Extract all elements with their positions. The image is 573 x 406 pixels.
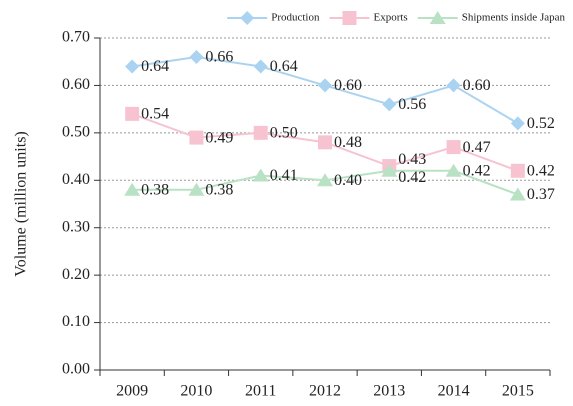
point	[317, 173, 333, 187]
data-label: 0.60	[463, 77, 491, 94]
data-label: 0.42	[463, 162, 491, 179]
point	[252, 168, 269, 182]
data-label: 0.43	[398, 151, 426, 168]
point	[318, 78, 332, 93]
data-label: 0.64	[270, 58, 298, 75]
y-tick-label: 0.20	[62, 266, 90, 283]
data-label: 0.56	[398, 96, 426, 113]
y-tick-label: 0.50	[62, 124, 90, 141]
point	[446, 78, 461, 93]
y-axis-title: Volume (million units)	[13, 131, 30, 276]
data-label: 0.42	[527, 162, 555, 179]
point	[188, 182, 205, 196]
data-label: 0.38	[141, 181, 169, 198]
point	[510, 116, 525, 131]
x-tick-label: 2013	[373, 383, 405, 400]
point	[125, 106, 140, 121]
data-label: 0.41	[270, 167, 298, 184]
x-tick-label: 2012	[309, 383, 341, 400]
x-tick-label: 2010	[180, 383, 212, 400]
y-tick-label: 0.70	[62, 29, 90, 46]
x-tick-label: 2014	[438, 383, 470, 400]
point	[445, 163, 462, 177]
x-tick-label: 2015	[502, 383, 534, 400]
data-label: 0.49	[205, 129, 233, 146]
point	[509, 187, 526, 201]
point	[189, 130, 204, 145]
data-label: 0.47	[463, 139, 491, 156]
point	[381, 163, 398, 177]
y-tick-label: 0.60	[62, 76, 90, 93]
x-tick-label: 2011	[245, 383, 276, 400]
data-label: 0.48	[334, 134, 362, 151]
legend-marker	[240, 11, 255, 25]
data-label: 0.60	[334, 77, 362, 94]
legend-marker	[342, 11, 357, 25]
data-label: 0.66	[205, 49, 233, 66]
legend-label: Shipments inside Japan	[462, 12, 566, 24]
data-label: 0.50	[270, 125, 298, 142]
point	[318, 135, 332, 150]
point	[382, 97, 397, 112]
data-label: 0.40	[334, 172, 362, 189]
data-label: 0.64	[141, 58, 169, 75]
point	[125, 59, 140, 74]
legend-label: Exports	[373, 12, 407, 24]
data-label: 0.42	[398, 169, 426, 186]
data-label: 0.37	[527, 186, 555, 203]
y-tick-label: 0.30	[62, 218, 90, 235]
data-label: 0.52	[527, 115, 555, 132]
y-tick-label: 0.10	[62, 313, 90, 330]
x-tick-label: 2009	[116, 383, 148, 400]
legend-label: Production	[271, 12, 320, 24]
y-tick-label: 0.00	[62, 361, 90, 378]
legend-marker	[429, 11, 446, 24]
point	[446, 140, 461, 155]
point	[124, 182, 141, 196]
data-label: 0.54	[141, 106, 169, 123]
y-tick-label: 0.40	[62, 171, 90, 188]
data-label: 0.38	[205, 181, 233, 198]
point	[253, 59, 268, 74]
point	[253, 125, 268, 140]
point	[189, 49, 204, 64]
point	[510, 163, 525, 178]
